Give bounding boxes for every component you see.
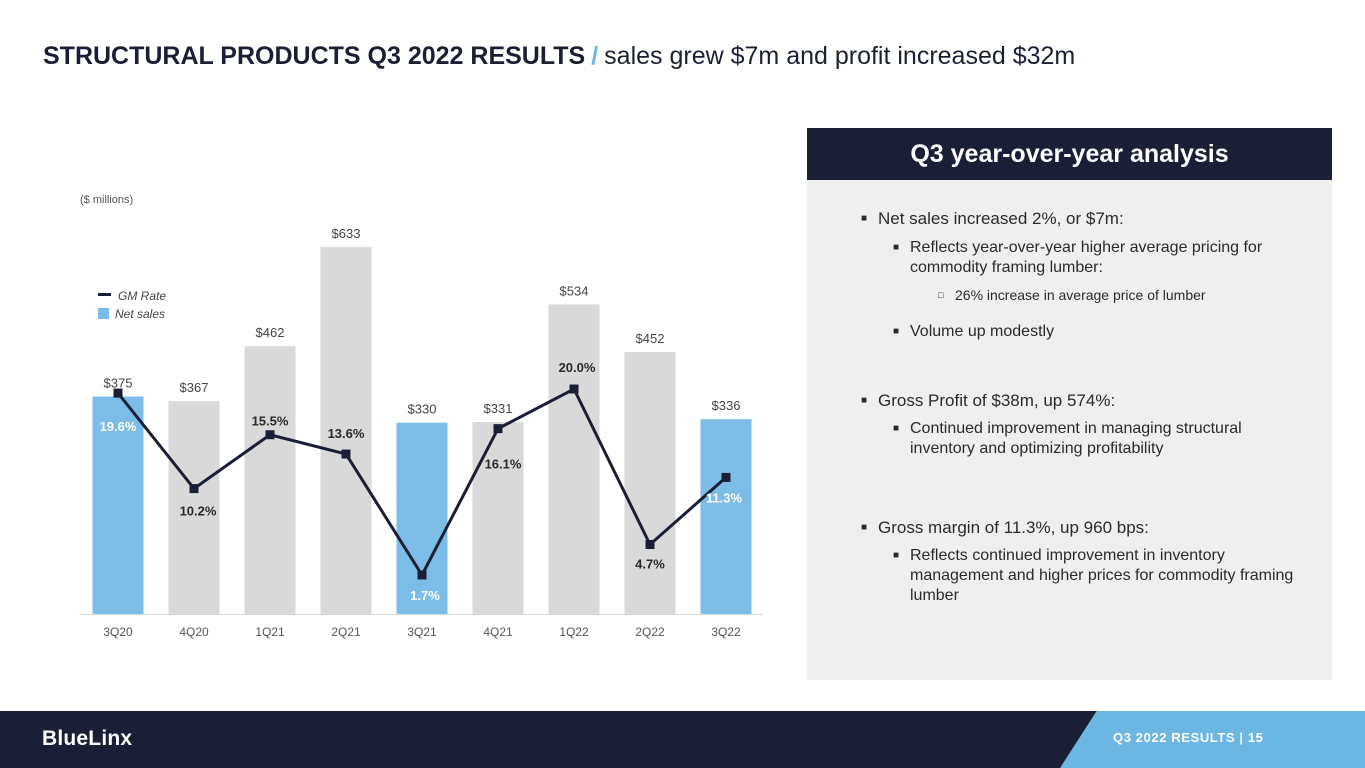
units-note: ($ millions) bbox=[80, 194, 133, 206]
bar-1Q22 bbox=[548, 304, 600, 614]
bullet-net-sales: ■ Net sales increased 2%, or $7m: bbox=[861, 209, 1124, 228]
gm-rate-label: 19.6% bbox=[100, 419, 137, 434]
bar-2Q22 bbox=[624, 351, 676, 614]
bar-value-label: $331 bbox=[484, 401, 513, 416]
legend-gm-rate-swatch bbox=[98, 293, 111, 296]
gm-rate-point bbox=[417, 570, 427, 580]
bar-value-label: $330 bbox=[408, 402, 437, 417]
title-main: STRUCTURAL PRODUCTS Q3 2022 RESULTS bbox=[43, 42, 586, 70]
bar-value-label: $336 bbox=[712, 398, 741, 413]
bullet-volume: ■ Volume up modestly bbox=[893, 323, 1055, 340]
gm-rate-label: 13.6% bbox=[328, 426, 365, 441]
gm-rate-point bbox=[569, 384, 579, 394]
gm-rate-label: 15.5% bbox=[252, 414, 289, 429]
gm-rate-point bbox=[189, 484, 199, 494]
gm-rate-point bbox=[721, 472, 731, 482]
x-tick-label: 3Q20 bbox=[103, 625, 133, 639]
bullet-gross-margin: ■ Gross margin of 11.3%, up 960 bps: bbox=[861, 518, 1149, 537]
bullet-margin-detail: ■ Reflects continued improvement in inve… bbox=[893, 547, 1294, 604]
bullet-square-icon: ■ bbox=[893, 423, 900, 434]
legend-net-sales-swatch bbox=[98, 308, 109, 319]
bar-value-label: $633 bbox=[332, 226, 361, 241]
x-tick-label: 1Q21 bbox=[255, 625, 285, 639]
bar-3Q20 bbox=[92, 396, 144, 614]
panel-header: Q3 year-over-year analysis bbox=[807, 128, 1332, 180]
bullet-square-icon: ■ bbox=[893, 242, 900, 253]
gm-rate-label: 1.7% bbox=[410, 588, 440, 603]
x-tick-label: 4Q21 bbox=[483, 625, 513, 639]
bullet-lumber-price: □ 26% increase in average price of lumbe… bbox=[938, 287, 1206, 303]
gm-rate-point bbox=[113, 388, 123, 398]
gm-rate-point bbox=[645, 540, 655, 550]
gm-rate-label: 16.1% bbox=[485, 457, 522, 472]
bar-3Q21 bbox=[396, 422, 448, 614]
title-separator: / bbox=[591, 42, 599, 70]
gm-rate-label: 20.0% bbox=[559, 360, 596, 375]
footer-page-label: Q3 2022 RESULTS | 15 bbox=[1113, 730, 1264, 745]
bluelinx-logo: BlueLinx bbox=[42, 727, 133, 750]
sales-gm-chart: ($ millions) $375 $367 $462 $633 $330 $331 $534… bbox=[80, 194, 763, 639]
bar-2Q21 bbox=[320, 247, 372, 614]
bar-value-label: $452 bbox=[636, 331, 665, 346]
bar-value-label: $375 bbox=[104, 376, 133, 391]
footer-tab bbox=[1060, 711, 1365, 768]
bullet-square-icon: ■ bbox=[861, 522, 868, 533]
bar-4Q21 bbox=[472, 422, 524, 614]
legend-net-sales-label: Net sales bbox=[115, 307, 165, 321]
x-tick-label: 4Q20 bbox=[179, 625, 209, 639]
x-tick-label: 3Q22 bbox=[711, 625, 741, 639]
bar-value-label: $367 bbox=[180, 380, 209, 395]
gm-rate-point bbox=[265, 430, 275, 440]
bullet-pricing: ■ Reflects year-over-year higher average… bbox=[893, 239, 1263, 276]
gm-rate-point bbox=[493, 424, 503, 434]
bullet-inventory: ■ Continued improvement in managing stru… bbox=[893, 420, 1242, 457]
x-tick-label: 2Q21 bbox=[331, 625, 361, 639]
bullet-square-icon: ■ bbox=[861, 213, 868, 224]
legend-gm-rate-label: GM Rate bbox=[118, 289, 166, 303]
x-tick-label: 2Q22 bbox=[635, 625, 665, 639]
footer-bar: BlueLinx Q3 2022 RESULTS | 15 bbox=[0, 711, 1365, 768]
x-tick-label: 3Q21 bbox=[407, 625, 437, 639]
bullet-gross-profit: ■ Gross Profit of $38m, up 574%: bbox=[861, 391, 1116, 410]
bar-value-label: $462 bbox=[256, 325, 285, 340]
bar-3Q22 bbox=[700, 419, 752, 614]
gm-rate-label: 11.3% bbox=[706, 490, 743, 505]
gm-rate-point bbox=[341, 449, 351, 459]
gm-rate-label: 4.7% bbox=[635, 557, 665, 572]
bullet-square-icon: ■ bbox=[861, 395, 868, 406]
bullet-square-icon: ■ bbox=[893, 550, 900, 561]
bar-4Q20 bbox=[168, 401, 220, 614]
analysis-panel: Q3 year-over-year analysis ■ Net sales i… bbox=[807, 128, 1332, 680]
bar-value-label: $534 bbox=[560, 283, 589, 298]
gm-rate-label: 10.2% bbox=[180, 504, 217, 519]
bar-1Q21 bbox=[244, 346, 296, 614]
bullet-square-icon: ■ bbox=[893, 326, 900, 337]
x-tick-label: 1Q22 bbox=[559, 625, 589, 639]
title-subtitle: sales grew $7m and profit increased $32m bbox=[604, 42, 1076, 70]
bullet-open-square-icon: □ bbox=[938, 290, 944, 300]
page-title: STRUCTURAL PRODUCTS Q3 2022 RESULTS / sale… bbox=[43, 38, 1075, 74]
